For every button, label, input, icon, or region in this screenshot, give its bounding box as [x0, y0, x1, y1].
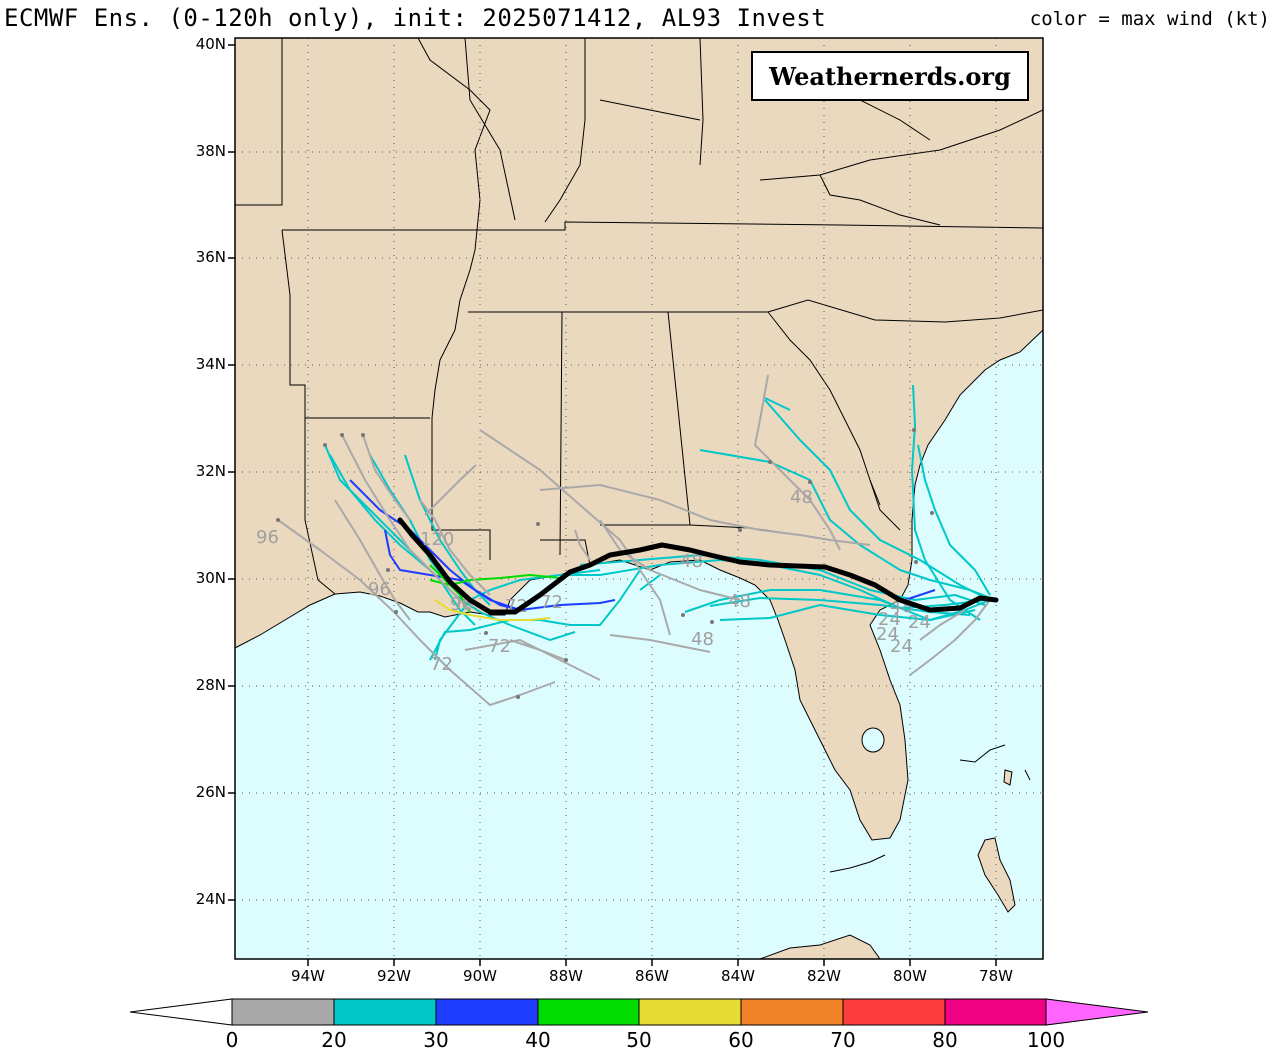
hour-label: 24	[890, 636, 913, 657]
hour-label: 24	[876, 624, 899, 645]
hour-label: 120	[420, 529, 454, 550]
colorbar-bin	[638, 998, 742, 1026]
track-cyan	[709, 597, 971, 616]
lon-tick-label: 86W	[635, 967, 669, 985]
hour-label: 72	[488, 636, 511, 657]
colorbar-tick-label: 70	[830, 1028, 856, 1052]
lon-tick-label: 94W	[291, 967, 325, 985]
track-grey	[599, 519, 741, 601]
track-endpoints	[276, 428, 934, 699]
track-grey	[419, 499, 491, 596]
hour-label: 48	[790, 487, 813, 508]
hour-label: 24	[878, 609, 901, 630]
lon-tick-label: 82W	[807, 967, 841, 985]
lon-tick-label: 92W	[377, 967, 411, 985]
hour-label: 24	[908, 612, 931, 633]
track-yellow	[434, 599, 551, 621]
track-grey	[754, 374, 841, 551]
hour-label: 48	[728, 591, 751, 612]
lon-tick-label: 90W	[463, 967, 497, 985]
lat-tick-label: 34N	[195, 355, 226, 373]
track-grey	[362, 434, 411, 521]
colorbar-bin	[231, 998, 335, 1026]
hour-label: 48	[680, 551, 703, 572]
ensemble-tracks	[277, 374, 997, 706]
track-green	[429, 574, 561, 586]
colorbar-tick-label: 60	[728, 1028, 754, 1052]
plot-title: ECMWF Ens. (0-120h only), init: 20250714…	[4, 4, 827, 32]
hour-label: 72	[430, 654, 453, 675]
track-cyan	[764, 399, 991, 601]
lat-tick-label: 28N	[195, 676, 226, 694]
lat-tick-label: 40N	[195, 35, 226, 53]
lat-tick-label: 32N	[195, 462, 226, 480]
track-grey	[424, 464, 477, 516]
track-grey	[479, 429, 671, 636]
state-borders	[235, 38, 1043, 595]
colorbar-tick-label: 0	[225, 1028, 239, 1052]
colorbar-min-arrow	[129, 998, 233, 1026]
hour-label: 48	[691, 629, 714, 650]
lon-tick-label: 84W	[721, 967, 755, 985]
track-grey	[277, 519, 556, 706]
track-cyan	[911, 384, 981, 621]
colorbar-tick-label: 50	[626, 1028, 652, 1052]
watermark-logo: Weathernerds.org	[751, 51, 1029, 101]
bahamas-island	[977, 837, 1016, 913]
hour-label: 96	[368, 579, 391, 600]
colorbar-tick-label: 20	[321, 1028, 347, 1052]
colorbar-bin	[435, 998, 539, 1026]
lat-tick-label: 26N	[195, 783, 226, 801]
track-grey	[539, 484, 871, 546]
colorbar-bin	[842, 998, 946, 1026]
hour-label: 96	[256, 527, 279, 548]
colorbar-tick-label: 40	[525, 1028, 551, 1052]
lat-tick-label: 30N	[195, 569, 226, 587]
colorbar-bin	[944, 998, 1047, 1026]
colorbar-bin	[333, 998, 437, 1026]
track-grey	[574, 529, 591, 561]
lon-tick-label: 80W	[893, 967, 927, 985]
track-grey	[334, 499, 411, 621]
colorbar-tick-label: 30	[423, 1028, 449, 1052]
color-legend-note: color = max wind (kt)	[1029, 8, 1270, 30]
lat-tick-label: 36N	[195, 248, 226, 266]
track-grey	[909, 599, 991, 676]
track-blue	[384, 529, 616, 611]
hour-labels: 96 120 96 96 72 72 72 72 48 48 48 48 48 …	[256, 487, 931, 675]
hour-label: 72	[540, 592, 563, 613]
colorbar	[129, 998, 1149, 1026]
colorbar-bin	[537, 998, 640, 1026]
map-frame	[234, 37, 1044, 960]
track-cyan	[719, 604, 976, 621]
colorbar-tick-label: 100	[1026, 1028, 1066, 1052]
lake-okeechobee	[861, 727, 885, 753]
track-cyan	[917, 444, 991, 596]
track-cyan	[699, 449, 997, 601]
lon-tick-label: 78W	[979, 967, 1013, 985]
track-blue	[904, 589, 936, 601]
lat-tick-label: 38N	[195, 142, 226, 160]
ensemble-mean-track	[397, 517, 999, 615]
track-grey	[341, 434, 471, 611]
track-grey	[919, 609, 966, 641]
lat-tick-label: 24N	[195, 890, 226, 908]
track-cyan	[579, 554, 986, 606]
track-cyan	[639, 397, 791, 591]
land	[235, 38, 1043, 841]
track-cyan	[684, 589, 996, 621]
track-grey	[509, 639, 567, 661]
colorbar-tick-label: 80	[932, 1028, 958, 1052]
track-grey	[609, 634, 711, 653]
colorbar-max-arrow	[1045, 998, 1149, 1026]
lon-tick-label: 88W	[549, 967, 583, 985]
colorbar-bin	[740, 998, 844, 1026]
